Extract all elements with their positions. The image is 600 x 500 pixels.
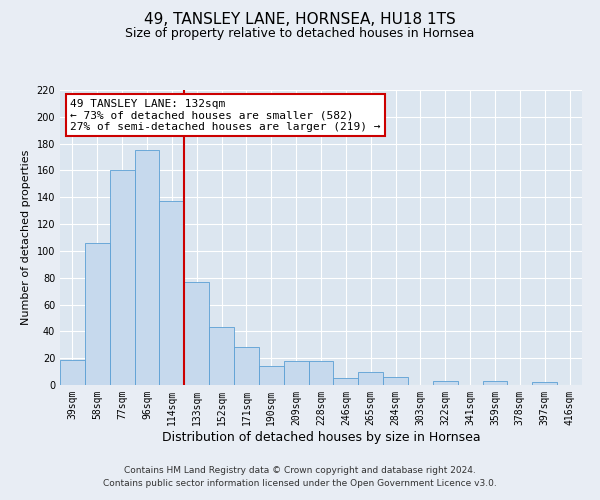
Bar [532, 382, 557, 385]
X-axis label: Distribution of detached houses by size in Hornsea: Distribution of detached houses by size … [161, 430, 481, 444]
Bar [433, 381, 458, 385]
Text: 49 TANSLEY LANE: 132sqm
← 73% of detached houses are smaller (582)
27% of semi-d: 49 TANSLEY LANE: 132sqm ← 73% of detache… [70, 99, 381, 132]
Y-axis label: Number of detached properties: Number of detached properties [21, 150, 31, 325]
Bar [259, 366, 284, 385]
Bar [383, 377, 408, 385]
Bar [209, 328, 234, 385]
Bar [184, 282, 209, 385]
Bar [110, 170, 134, 385]
Text: Contains HM Land Registry data © Crown copyright and database right 2024.
Contai: Contains HM Land Registry data © Crown c… [103, 466, 497, 487]
Bar [308, 361, 334, 385]
Text: 49, TANSLEY LANE, HORNSEA, HU18 1TS: 49, TANSLEY LANE, HORNSEA, HU18 1TS [144, 12, 456, 28]
Bar [234, 348, 259, 385]
Bar [60, 360, 85, 385]
Bar [85, 243, 110, 385]
Bar [284, 361, 308, 385]
Bar [358, 372, 383, 385]
Text: Size of property relative to detached houses in Hornsea: Size of property relative to detached ho… [125, 28, 475, 40]
Bar [482, 381, 508, 385]
Bar [160, 202, 184, 385]
Bar [334, 378, 358, 385]
Bar [134, 150, 160, 385]
